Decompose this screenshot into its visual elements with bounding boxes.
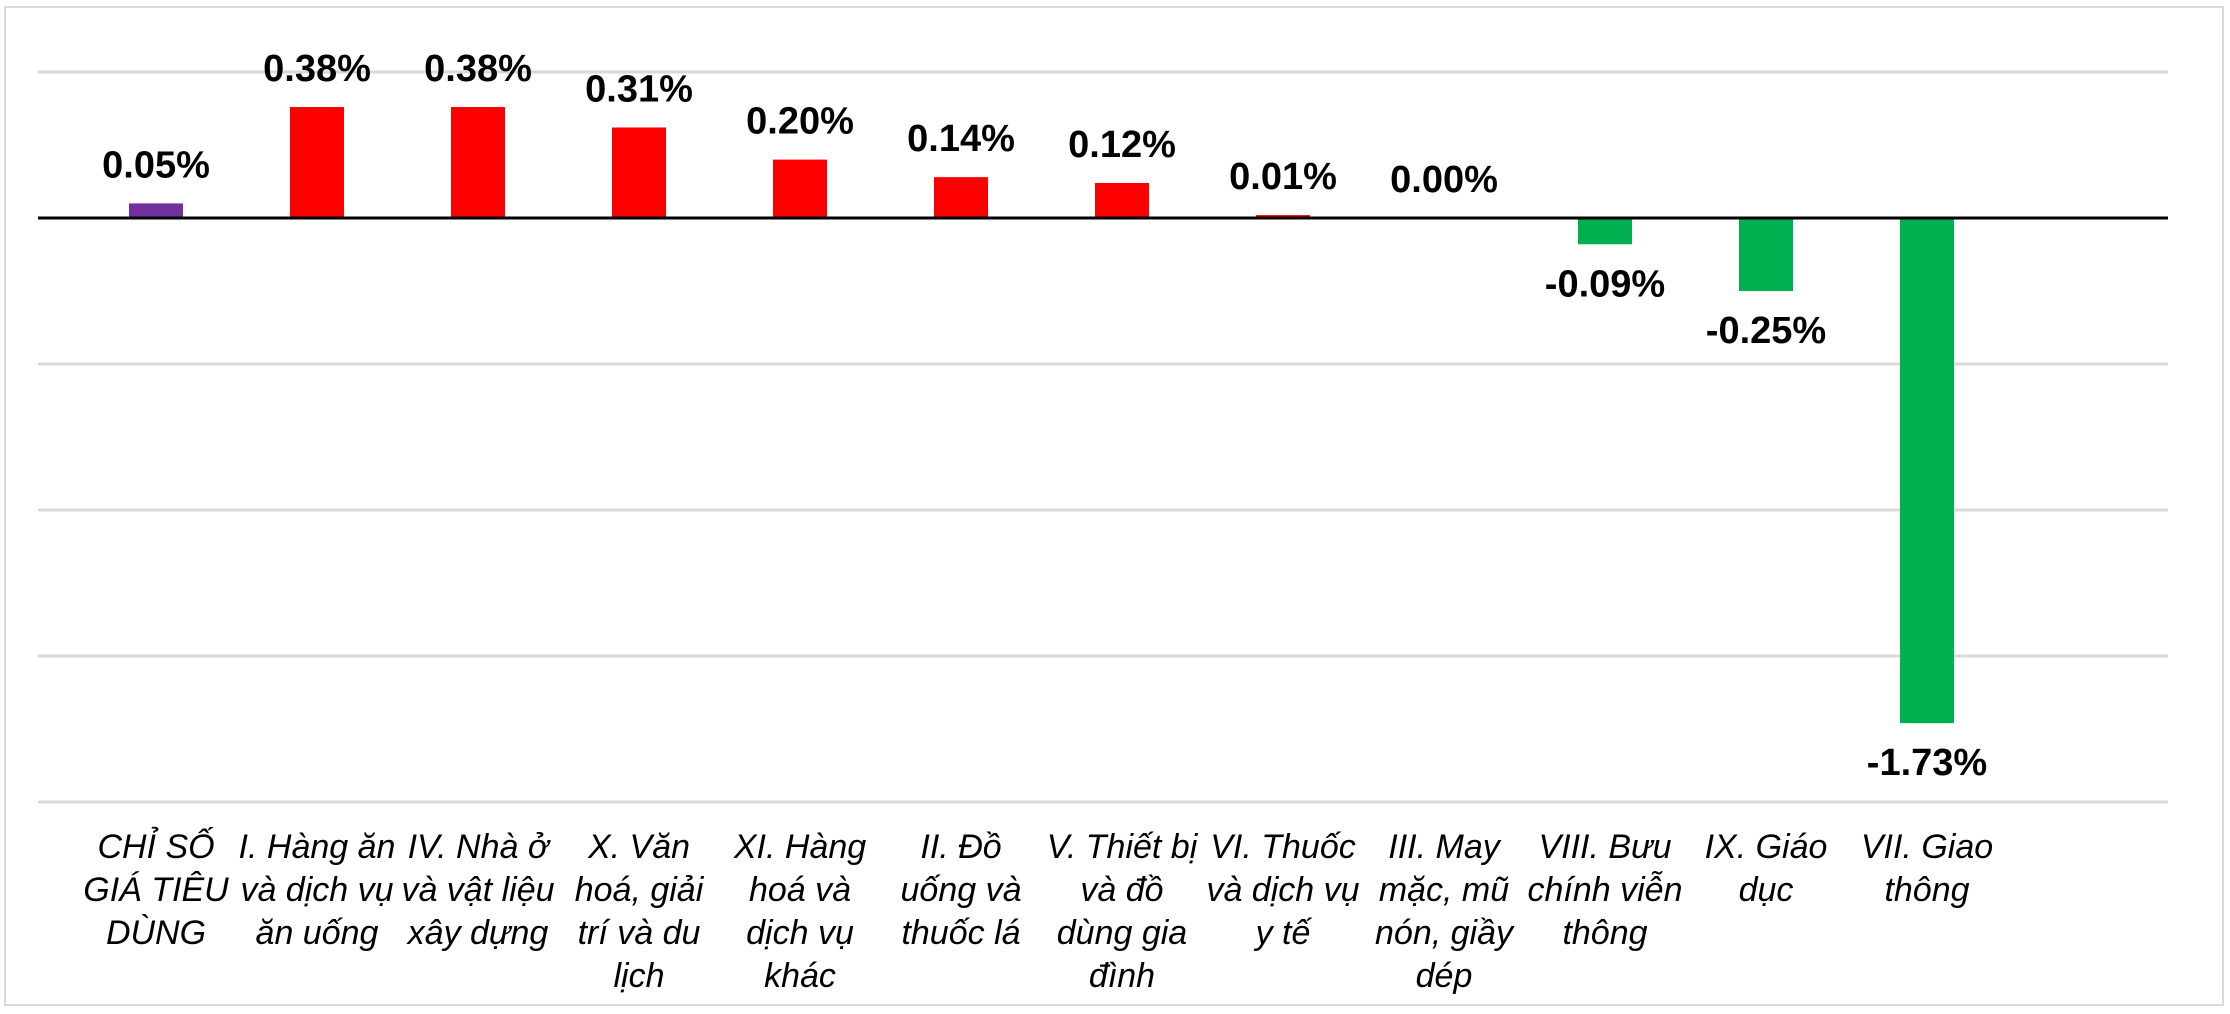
bar-9 <box>1578 218 1632 245</box>
data-label-6: 0.12% <box>1068 124 1176 166</box>
category-label-2: IV. Nhà ở và vật liệu xây dựng <box>401 828 555 952</box>
category-label-6: V. Thiết bị và đồ dùng gia đình <box>1046 828 1198 995</box>
bar-5 <box>934 177 988 218</box>
data-label-9: -0.09% <box>1545 263 1665 305</box>
data-label-10: -0.25% <box>1706 310 1826 352</box>
category-label-4: XI. Hàng hoá và dịch vụ khác <box>733 828 867 995</box>
category-label-3: X. Văn hoá, giải trí và du lịch <box>574 828 704 995</box>
category-label-5: II. Đồ uống và thuốc lá <box>900 828 1022 952</box>
data-label-1: 0.38% <box>263 48 371 90</box>
data-label-7: 0.01% <box>1229 156 1337 198</box>
bar-6 <box>1095 182 1149 218</box>
data-label-2: 0.38% <box>424 48 532 90</box>
bar-11 <box>1900 218 1954 724</box>
bar-4 <box>773 159 827 218</box>
category-label-11: VII. Giao thông <box>1860 828 1994 909</box>
bar-1 <box>290 107 344 218</box>
data-label-3: 0.31% <box>585 68 693 110</box>
bar-0 <box>129 203 183 218</box>
chart-frame <box>4 6 2224 1006</box>
category-label-7: VI. Thuốc và dịch vụ y tế <box>1206 828 1360 952</box>
category-label-9: VIII. Bưu chính viễn thông <box>1527 828 1683 952</box>
data-label-4: 0.20% <box>746 101 854 143</box>
data-label-11: -1.73% <box>1867 742 1987 784</box>
category-label-10: IX. Giáo dục <box>1704 828 1828 909</box>
category-label-8: III. May mặc, mũ nón, giầy dép <box>1375 828 1513 995</box>
category-label-0: CHỈ SỐ GIÁ TIÊU DÙNG <box>83 828 229 952</box>
category-label-1: I. Hàng ăn và dịch vụ ăn uống <box>238 828 396 952</box>
bar-2 <box>451 107 505 218</box>
bar-10 <box>1739 218 1793 291</box>
bar-3 <box>612 127 666 218</box>
data-label-0: 0.05% <box>102 144 210 186</box>
data-label-8: 0.00% <box>1390 159 1498 201</box>
data-label-5: 0.14% <box>907 118 1015 160</box>
